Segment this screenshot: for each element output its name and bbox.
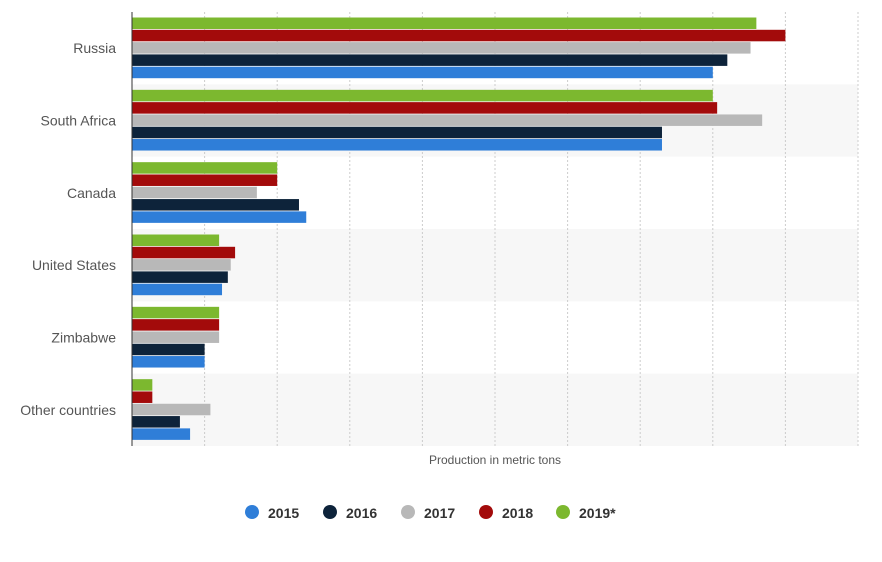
- bar-canada-2017[interactable]: Canada 2017: 8.6: [132, 186, 257, 199]
- bar-south-africa-2017[interactable]: South Africa 2017: 43.4: [132, 114, 763, 126]
- bar-russia-2018[interactable]: Russia 2018: 45: [132, 29, 786, 42]
- bar-russia-2019[interactable]: Russia 2019*: 43: [132, 17, 757, 30]
- gridlines: [204, 12, 859, 446]
- category-label: Russia: [73, 40, 116, 56]
- legend-label[interactable]: 2016: [346, 505, 377, 521]
- bar-other-countries-2018[interactable]: Other countries 2018: 1.4: [132, 391, 153, 403]
- bar-united-states-2018[interactable]: United States 2018: 7.1: [132, 246, 236, 259]
- bar-zimbabwe-2015[interactable]: Zimbabwe 2015: 5: [132, 356, 205, 368]
- legend-label[interactable]: 2019*: [579, 505, 616, 521]
- bar-united-states-2017[interactable]: United States 2017: 6.8: [132, 259, 231, 271]
- legend-marker[interactable]: [556, 505, 570, 519]
- bar-canada-2019[interactable]: Canada 2019*: 10: [132, 162, 278, 174]
- bar-united-states-2016[interactable]: United States 2016: 6.6: [132, 271, 228, 283]
- category-labels: Russia South Africa Canada United States Zim…: [20, 40, 116, 418]
- bar-other-countries-2016[interactable]: Other countries 2016: 3.3: [132, 416, 180, 428]
- category-label: Zimbabwe: [51, 330, 116, 346]
- bar-russia-2017[interactable]: Russia 2017: 42.6: [132, 42, 751, 54]
- legend-label[interactable]: 2015: [268, 505, 299, 521]
- bar-south-africa-2018[interactable]: South Africa 2018: 40.3: [132, 102, 718, 114]
- bar-united-states-2015[interactable]: United States 2015: 6.2: [132, 283, 223, 296]
- legend-label[interactable]: 2017: [424, 505, 455, 521]
- category-label: South Africa: [41, 113, 117, 129]
- bar-zimbabwe-2019[interactable]: Zimbabwe 2019*: 6: [132, 306, 220, 319]
- x-axis-label: Production in metric tons: [429, 453, 561, 467]
- category-label: Other countries: [20, 402, 116, 418]
- bars: Russia 2015: 40Russia 2016: 41Russia 201…: [132, 17, 786, 440]
- bar-canada-2018[interactable]: Canada 2018: 10: [132, 174, 278, 186]
- bar-other-countries-2019[interactable]: Other countries 2019*: 1.4: [132, 379, 153, 391]
- legend-marker[interactable]: [401, 505, 415, 519]
- legend-marker[interactable]: [323, 505, 337, 519]
- bar-zimbabwe-2017[interactable]: Zimbabwe 2017: 6: [132, 331, 220, 343]
- bar-south-africa-2016[interactable]: South Africa 2016: 36.5: [132, 126, 662, 139]
- bar-canada-2016[interactable]: Canada 2016: 11.5: [132, 199, 299, 211]
- bar-united-states-2019[interactable]: United States 2019*: 6: [132, 234, 220, 247]
- bar-other-countries-2017[interactable]: Other countries 2017: 5.4: [132, 403, 211, 416]
- bar-russia-2016[interactable]: Russia 2016: 41: [132, 54, 728, 66]
- bar-zimbabwe-2016[interactable]: Zimbabwe 2016: 5: [132, 343, 205, 356]
- bar-other-countries-2015[interactable]: Other countries 2015: 4: [132, 428, 191, 440]
- bar-south-africa-2019[interactable]: South Africa 2019*: 40: [132, 89, 713, 102]
- legend-label[interactable]: 2018: [502, 505, 533, 521]
- legend-marker[interactable]: [245, 505, 259, 519]
- legend: 2015 2016 2017 2018 2019*: [245, 505, 616, 521]
- bar-canada-2015[interactable]: Canada 2015: 12: [132, 211, 307, 223]
- legend-marker[interactable]: [479, 505, 493, 519]
- bar-south-africa-2015[interactable]: South Africa 2015: 36.5: [132, 139, 662, 151]
- category-label: Canada: [67, 185, 116, 201]
- bar-russia-2015[interactable]: Russia 2015: 40: [132, 66, 713, 79]
- category-label: United States: [32, 257, 116, 273]
- bar-zimbabwe-2018[interactable]: Zimbabwe 2018: 6: [132, 319, 220, 331]
